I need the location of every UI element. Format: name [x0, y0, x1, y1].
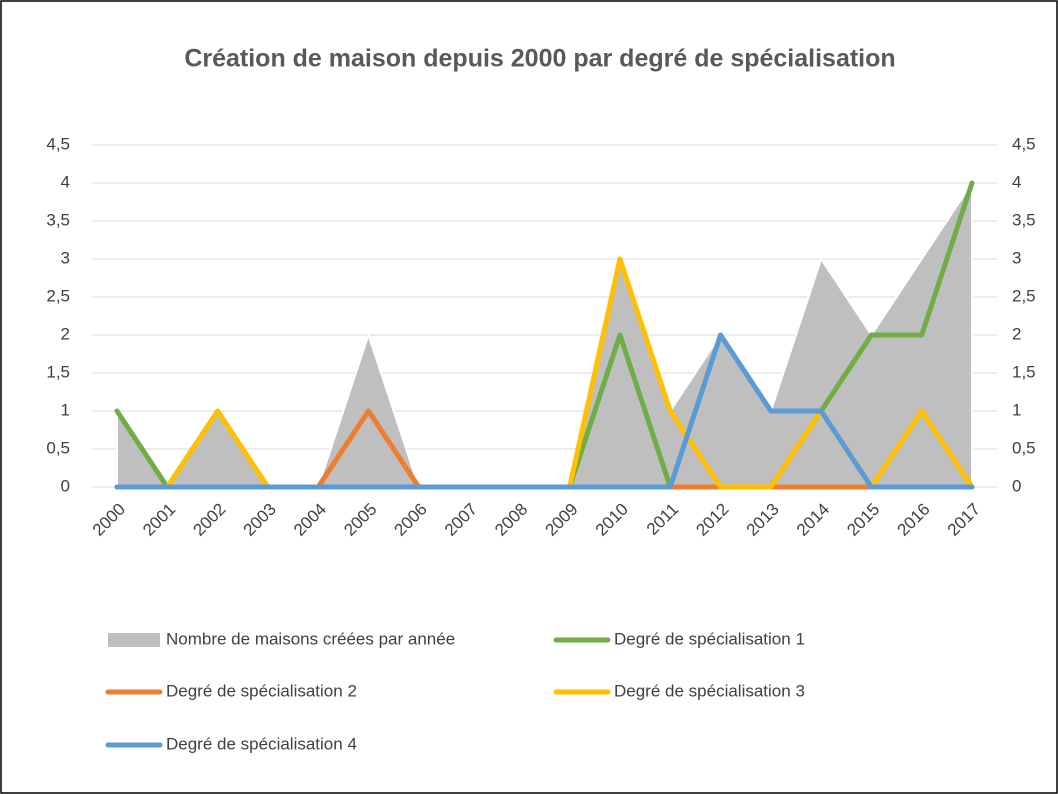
line: [114, 332, 975, 490]
y-tick-label: 2: [61, 324, 70, 343]
y-tick-label: 0,5: [46, 438, 70, 457]
y2-tick-label: 1: [1012, 400, 1021, 419]
legend-label: Degré de spécialisation 2: [166, 681, 357, 700]
y-tick-label: 2,5: [46, 286, 70, 305]
y2-tick-label: 4: [1012, 172, 1021, 191]
y2-tick-label: 2: [1012, 324, 1021, 343]
y-tick-label: 4: [61, 172, 70, 191]
y-tick-label: 1,5: [46, 362, 70, 381]
legend-label: Degré de spécialisation 1: [614, 629, 805, 648]
y-tick-label: 0: [61, 476, 70, 495]
legend-label: Degré de spécialisation 3: [614, 681, 805, 700]
legend-swatch: [108, 633, 160, 647]
y2-tick-label: 3: [1012, 248, 1021, 267]
y2-tick-label: 0,5: [1012, 438, 1036, 457]
y2-tick-label: 4,5: [1012, 134, 1036, 153]
y-tick-label: 3: [61, 248, 70, 267]
y2-tick-label: 2,5: [1012, 286, 1036, 305]
y-tick-label: 4,5: [46, 134, 70, 153]
y2-tick-label: 1,5: [1012, 362, 1036, 381]
y-tick-label: 3,5: [46, 210, 70, 229]
legend-label: Nombre de maisons créées par année: [166, 629, 455, 648]
legend-label: Degré de spécialisation 4: [166, 734, 357, 753]
y2-tick-label: 0: [1012, 476, 1021, 495]
chart-title: Création de maison depuis 2000 par degré…: [184, 45, 895, 73]
y2-tick-label: 3,5: [1012, 210, 1036, 229]
y-tick-label: 1: [61, 400, 70, 419]
